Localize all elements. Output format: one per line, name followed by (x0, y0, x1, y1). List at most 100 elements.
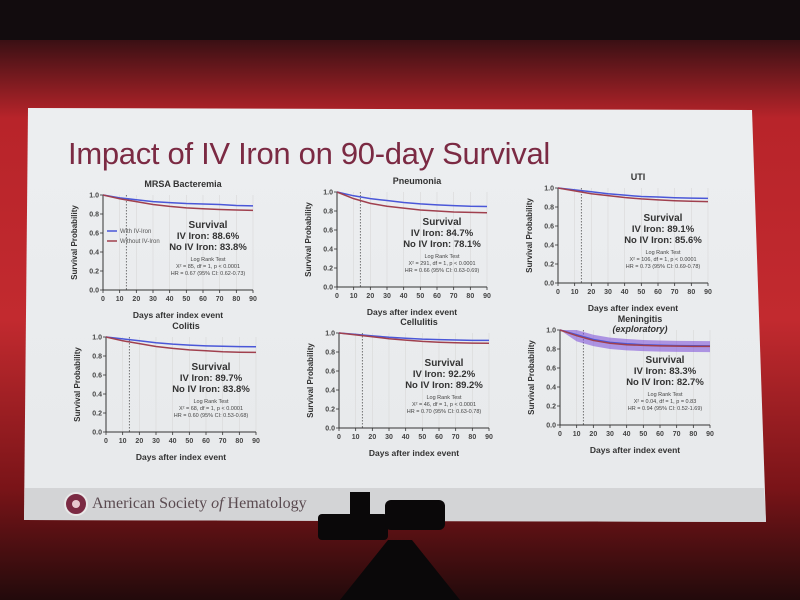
x-tick-label: 0 (104, 438, 108, 445)
y-tick-label: 0.2 (325, 407, 335, 414)
x-tick-label: 70 (452, 434, 460, 441)
series-iv-iron-line (105, 336, 257, 348)
survival-heading: Survival (425, 358, 464, 369)
chart-title: UTI (631, 172, 646, 182)
log-rank-heading: Log Rank Test (426, 395, 462, 401)
chart-svg: 0 10 20 30 40 50 60 70 80 90 0.0 0.2 0.4 0.6 0.8 1.0 Col… (73, 321, 260, 462)
y-tick-label: 0.8 (92, 354, 102, 361)
y-tick-label: 0.8 (546, 347, 556, 354)
x-tick-label: 70 (673, 431, 681, 438)
log-rank-heading: Log Rank Test (645, 250, 681, 256)
y-tick-label: 0.4 (544, 243, 554, 250)
y-tick-label: 0.2 (546, 404, 556, 411)
x-tick-label: 60 (202, 438, 210, 445)
y-tick-label: 0.4 (546, 385, 556, 392)
x-tick-label: 80 (468, 434, 476, 441)
x-tick-label: 60 (654, 289, 662, 296)
x-tick-label: 20 (132, 296, 140, 303)
x-tick-label: 80 (466, 293, 474, 300)
chart-svg: 0 10 20 30 40 50 60 70 80 90 0.0 0.2 0.4 0.6 0.8 1.0 MRS… (70, 179, 257, 320)
survival-no-iv-iron: No IV Iron: 78.1% (403, 239, 481, 250)
chart-title: MRSA Bacteremia (144, 179, 222, 189)
x-tick-label: 30 (149, 296, 157, 303)
x-tick-label: 0 (558, 431, 562, 438)
x-tick-label: 20 (589, 431, 597, 438)
log-rank-statistic: X² = 46, df = 1, p < 0.0001 (412, 402, 476, 408)
series-iv-iron-line (102, 194, 254, 207)
x-tick-label: 60 (435, 434, 443, 441)
chart-svg: 0 10 20 30 40 50 60 70 80 90 0.0 0.2 0.4 0.6 0.8 1.0 Cel… (306, 317, 493, 458)
y-tick-label: 0.8 (544, 205, 554, 212)
y-tick-label: 0.0 (544, 281, 554, 288)
x-tick-label: 50 (185, 438, 193, 445)
series-iv-iron-line (557, 187, 709, 200)
x-tick-label: 70 (450, 293, 458, 300)
chart-svg: 0 10 20 30 40 50 60 70 80 90 0.0 0.2 0.4 0.6 0.8 1.0 UTI… (525, 172, 712, 313)
chart-svg: 0 10 20 30 40 50 60 70 80 90 0.0 0.2 0.4 0.6 0.8 1.0 Pne… (304, 176, 491, 317)
series-no-iv-iron-line (559, 329, 711, 348)
series-no-iv-iron-line (338, 332, 490, 345)
x-tick-label: 80 (235, 438, 243, 445)
y-tick-label: 0.6 (546, 366, 556, 373)
x-tick-label: 80 (689, 431, 697, 438)
log-rank-statistic: X² = 85, df = 1, p < 0.0001 (176, 264, 240, 270)
x-tick-label: 90 (706, 431, 714, 438)
ash-logo-icon (64, 492, 88, 516)
survival-no-iv-iron: No IV Iron: 83.8% (172, 384, 250, 395)
x-tick-label: 60 (433, 293, 441, 300)
x-tick-label: 90 (704, 289, 712, 296)
x-tick-label: 70 (671, 289, 679, 296)
y-tick-label: 1.0 (546, 328, 556, 335)
y-tick-label: 0.0 (323, 285, 333, 292)
x-tick-label: 30 (606, 431, 614, 438)
y-tick-label: 0.6 (544, 224, 554, 231)
y-axis-label: Survival Probability (525, 198, 534, 273)
hazard-ratio: HR = 0.66 (95% CI: 0.63-0.69) (405, 268, 480, 274)
x-tick-label: 10 (350, 293, 358, 300)
x-tick-label: 90 (483, 293, 491, 300)
y-tick-label: 1.0 (544, 186, 554, 193)
y-tick-label: 0.6 (325, 369, 335, 376)
x-tick-label: 20 (135, 438, 143, 445)
survival-iv-iron: IV Iron: 88.6% (177, 231, 240, 242)
x-tick-label: 40 (169, 438, 177, 445)
survival-no-iv-iron: No IV Iron: 89.2% (405, 380, 483, 391)
x-tick-label: 40 (623, 431, 631, 438)
x-tick-label: 0 (337, 434, 341, 441)
series-no-iv-iron-line (557, 187, 709, 203)
x-tick-label: 20 (368, 434, 376, 441)
survival-no-iv-iron: No IV Iron: 82.7% (626, 377, 704, 388)
org-text: American Society (92, 495, 212, 512)
y-tick-label: 1.0 (92, 335, 102, 342)
y-axis-label: Survival Probability (73, 347, 82, 422)
log-rank-statistic: X² = 68, df = 1, p < 0.0001 (179, 406, 243, 412)
x-axis-label: Days after index event (588, 303, 678, 313)
y-tick-label: 0.0 (325, 426, 335, 433)
x-tick-label: 50 (416, 293, 424, 300)
y-tick-label: 0.4 (92, 392, 102, 399)
log-rank-statistic: X² = 291, df = 1, p < 0.0001 (408, 261, 475, 267)
x-tick-label: 70 (219, 438, 227, 445)
series-no-iv-iron-line (102, 194, 254, 212)
hazard-ratio: HR = 0.94 (95% CI: 0.52-1.69) (628, 406, 703, 412)
footer-organization: American Society of Hematology (92, 495, 307, 513)
log-rank-heading: Log Rank Test (193, 399, 229, 405)
survival-iv-iron: IV Iron: 89.7% (180, 373, 243, 384)
y-tick-label: 0.2 (544, 262, 554, 269)
camera-handle (350, 492, 370, 516)
y-tick-label: 0.4 (89, 250, 99, 257)
chart-uti: 0 10 20 30 40 50 60 70 80 90 0.0 0.2 0.4 0.6 0.8 1.0 UTI… (520, 168, 730, 318)
x-tick-label: 10 (119, 438, 127, 445)
x-axis-label: Days after index event (590, 445, 680, 455)
hazard-ratio: HR = 0.73 (95% CI: 0.69-0.78) (626, 264, 701, 270)
org-text-of: of (211, 495, 224, 512)
camera-body (318, 514, 388, 540)
x-tick-label: 30 (383, 293, 391, 300)
x-tick-label: 80 (232, 296, 240, 303)
x-tick-label: 0 (335, 293, 339, 300)
series-no-iv-iron-line (105, 336, 257, 354)
x-tick-label: 0 (556, 289, 560, 296)
y-tick-label: 0.0 (546, 423, 556, 430)
chart-title: Pneumonia (393, 176, 443, 186)
